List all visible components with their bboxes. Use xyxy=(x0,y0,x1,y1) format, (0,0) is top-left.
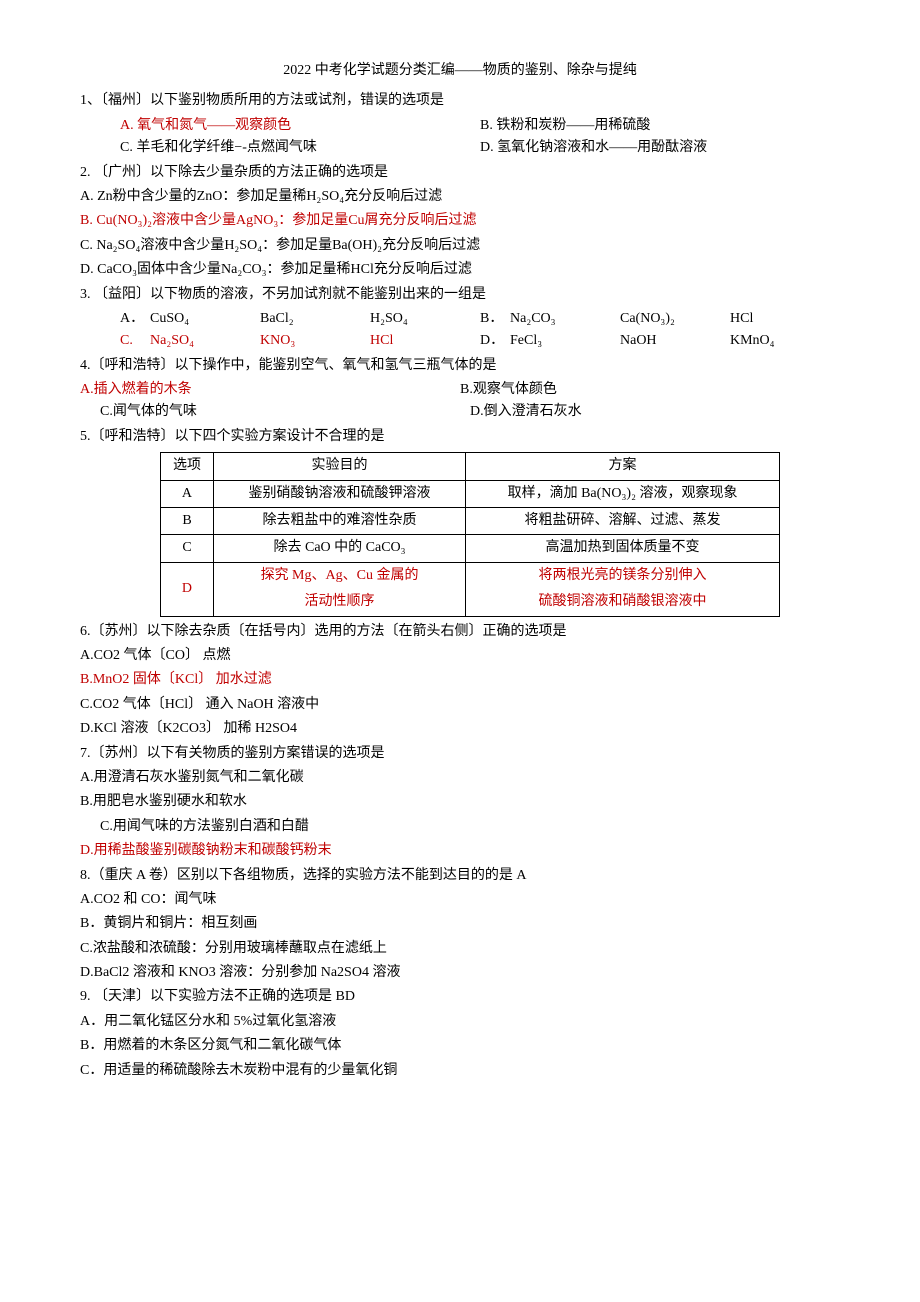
q3-d-lbl: D． xyxy=(480,330,510,352)
q3-c-lbl: C. xyxy=(120,330,150,352)
q5-d-purpose2: 活动性顺序 xyxy=(213,589,465,616)
q7-stem: 7.〔苏州〕以下有关物质的鉴别方案错误的选项是 xyxy=(80,743,840,765)
q7-opt-d: D.用稀盐酸鉴别碳酸钠粉末和碳酸钙粉末 xyxy=(80,840,840,862)
q3-c-c1: Na₂SO₄ xyxy=(150,330,260,352)
q6-opt-a: A.CO2 气体〔CO〕 点燃 xyxy=(80,645,840,667)
q8-opt-a: A.CO2 和 CO：闻气味 xyxy=(80,889,840,911)
q6-stem: 6.〔苏州〕以下除去杂质〔在括号内〕选用的方法〔在箭头右侧〕正确的选项是 xyxy=(80,621,840,643)
q8-stem: 8.（重庆 A 卷）区别以下各组物质，选择的实验方法不能到达目的的是 A xyxy=(80,865,840,887)
q3-d-c3: KMnO₄ xyxy=(730,330,840,352)
q9-opt-b: B．用燃着的木条区分氮气和二氧化碳气体 xyxy=(80,1035,840,1057)
q1-opt-a: A. 氧气和氮气——观察颜色 xyxy=(120,115,480,137)
q3-c-c3: HCl xyxy=(370,330,480,352)
q3-a-c3: H₂SO₄ xyxy=(370,308,480,330)
q5-d-opt: D xyxy=(161,562,214,616)
q4-stem: 4.〔呼和浩特〕以下操作中，能鉴别空气、氧气和氢气三瓶气体的是 xyxy=(80,355,840,377)
q3-opt-c: C. Na₂SO₄ KNO₃ HCl xyxy=(80,330,480,352)
q3-b-c2: Ca(NO₃)₂ xyxy=(620,308,730,330)
q9-opt-a: A．用二氧化锰区分水和 5%过氧化氢溶液 xyxy=(80,1011,840,1033)
q3-c-c2: KNO₃ xyxy=(260,330,370,352)
q7-opt-a: A.用澄清石灰水鉴别氮气和二氧化碳 xyxy=(80,767,840,789)
q2-stem: 2. 〔广州〕以下除去少量杂质的方法正确的选项是 xyxy=(80,162,840,184)
q1-stem: 1、〔福州〕以下鉴别物质所用的方法或试剂，错误的选项是 xyxy=(80,90,840,112)
q1-opt-b: B. 铁粉和炭粉——用稀硫酸 xyxy=(480,115,840,137)
q4-row2: C.闻气体的气味 D.倒入澄清石灰水 xyxy=(80,401,840,423)
q5-c-purpose: 除去 CaO 中的 CaCO₃ xyxy=(213,535,465,562)
q8-opt-b: B．黄铜片和铜片：相互刻画 xyxy=(80,913,840,935)
q5-c-opt: C xyxy=(161,535,214,562)
q3-d-c2: NaOH xyxy=(620,330,730,352)
q3-d-c1: FeCl₃ xyxy=(510,330,620,352)
q5-col-purpose: 实验目的 xyxy=(213,453,465,480)
q5-header-row: 选项 实验目的 方案 xyxy=(161,453,780,480)
q6-opt-b: B.MnO2 固体〔KCl〕 加水过滤 xyxy=(80,669,840,691)
q9-opt-c: C．用适量的稀硫酸除去木炭粉中混有的少量氧化铜 xyxy=(80,1060,840,1082)
q2-opt-b: B. Cu(NO₃)₂溶液中含少量AgNO₃：参加足量Cu屑充分反响后过滤 xyxy=(80,210,840,232)
q5-row-b: B 除去粗盐中的难溶性杂质 将粗盐研碎、溶解、过滤、蒸发 xyxy=(161,508,780,535)
q5-table: 选项 实验目的 方案 A 鉴别硝酸钠溶液和硫酸钾溶液 取样，滴加 Ba(NO₃)… xyxy=(160,452,780,616)
q2-opt-d: D. CaCO₃固体中含少量Na₂CO₃：参加足量稀HCl充分反响后过滤 xyxy=(80,259,840,281)
q5-row-a: A 鉴别硝酸钠溶液和硫酸钾溶液 取样，滴加 Ba(NO₃)₂ 溶液，观察现象 xyxy=(161,480,780,507)
q2-opt-a: A. Zn粉中含少量的ZnO：参加足量稀H₂SO₄充分反响后过滤 xyxy=(80,186,840,208)
q3-row2: C. Na₂SO₄ KNO₃ HCl D． FeCl₃ NaOH KMnO₄ xyxy=(80,330,840,352)
q5-stem: 5.〔呼和浩特〕以下四个实验方案设计不合理的是 xyxy=(80,426,840,448)
q5-col-opt: 选项 xyxy=(161,453,214,480)
q5-a-opt: A xyxy=(161,480,214,507)
q3-b-lbl: B． xyxy=(480,308,510,330)
q5-a-plan: 取样，滴加 Ba(NO₃)₂ 溶液，观察现象 xyxy=(466,480,780,507)
q7-opt-c: C.用闻气味的方法鉴别白酒和白醋 xyxy=(80,816,840,838)
q8-opt-c: C.浓盐酸和浓硫酸：分别用玻璃棒蘸取点在滤纸上 xyxy=(80,938,840,960)
q3-b-c3: HCl xyxy=(730,308,840,330)
q1-opt-c: C. 羊毛和化学纤维−-点燃闻气味 xyxy=(120,137,480,159)
q5-b-plan: 将粗盐研碎、溶解、过滤、蒸发 xyxy=(466,508,780,535)
q3-b-c1: Na₂CO₃ xyxy=(510,308,620,330)
q5-col-plan: 方案 xyxy=(466,453,780,480)
q5-d-purpose1: 探究 Mg、Ag、Cu 金属的 xyxy=(213,562,465,589)
q4-opt-a: A.插入燃着的木条 xyxy=(80,379,460,401)
q4-row1: A.插入燃着的木条 B.观察气体颜色 xyxy=(80,379,840,401)
q6-opt-c: C.CO2 气体〔HCl〕 通入 NaOH 溶液中 xyxy=(80,694,840,716)
q5-d-plan2: 硫酸铜溶液和硝酸银溶液中 xyxy=(466,589,780,616)
q2-opt-c: C. Na₂SO₄溶液中含少量H₂SO₄：参加足量Ba(OH)₂充分反响后过滤 xyxy=(80,235,840,257)
q5-row-d2: 活动性顺序 硫酸铜溶液和硝酸银溶液中 xyxy=(161,589,780,616)
q3-a-c2: BaCl₂ xyxy=(260,308,370,330)
q3-stem: 3. 〔益阳〕以下物质的溶液，不另加试剂就不能鉴别出来的一组是 xyxy=(80,284,840,306)
q3-opt-a: A． CuSO₄ BaCl₂ H₂SO₄ xyxy=(80,308,480,330)
q4-opt-c: C.闻气体的气味 xyxy=(80,401,470,423)
q5-c-plan: 高温加热到固体质量不变 xyxy=(466,535,780,562)
q8-opt-d: D.BaCl2 溶液和 KNO3 溶液：分别参加 Na2SO4 溶液 xyxy=(80,962,840,984)
page-title: 2022 中考化学试题分类汇编——物质的鉴别、除杂与提纯 xyxy=(80,60,840,82)
q1-row1: A. 氧气和氮气——观察颜色 B. 铁粉和炭粉——用稀硫酸 xyxy=(80,115,840,137)
q3-row1: A． CuSO₄ BaCl₂ H₂SO₄ B． Na₂CO₃ Ca(NO₃)₂ … xyxy=(80,308,840,330)
q6-opt-d: D.KCl 溶液〔K2CO3〕 加稀 H2SO4 xyxy=(80,718,840,740)
q5-b-opt: B xyxy=(161,508,214,535)
q5-d-plan1: 将两根光亮的镁条分别伸入 xyxy=(466,562,780,589)
q5-row-c: C 除去 CaO 中的 CaCO₃ 高温加热到固体质量不变 xyxy=(161,535,780,562)
q1-opt-d: D. 氢氧化钠溶液和水——用酚酞溶液 xyxy=(480,137,840,159)
q3-a-lbl: A． xyxy=(120,308,150,330)
q3-opt-d: D． FeCl₃ NaOH KMnO₄ xyxy=(480,330,840,352)
q3-a-c1: CuSO₄ xyxy=(150,308,260,330)
q3-opt-b: B． Na₂CO₃ Ca(NO₃)₂ HCl xyxy=(480,308,840,330)
q4-opt-d: D.倒入澄清石灰水 xyxy=(470,401,840,423)
q4-opt-b: B.观察气体颜色 xyxy=(460,379,840,401)
q7-opt-b: B.用肥皂水鉴别硬水和软水 xyxy=(80,791,840,813)
q5-a-purpose: 鉴别硝酸钠溶液和硫酸钾溶液 xyxy=(213,480,465,507)
q5-row-d: D 探究 Mg、Ag、Cu 金属的 将两根光亮的镁条分别伸入 xyxy=(161,562,780,589)
q9-stem: 9. 〔天津〕以下实验方法不正确的选项是 BD xyxy=(80,986,840,1008)
q1-row2: C. 羊毛和化学纤维−-点燃闻气味 D. 氢氧化钠溶液和水——用酚酞溶液 xyxy=(80,137,840,159)
q5-b-purpose: 除去粗盐中的难溶性杂质 xyxy=(213,508,465,535)
